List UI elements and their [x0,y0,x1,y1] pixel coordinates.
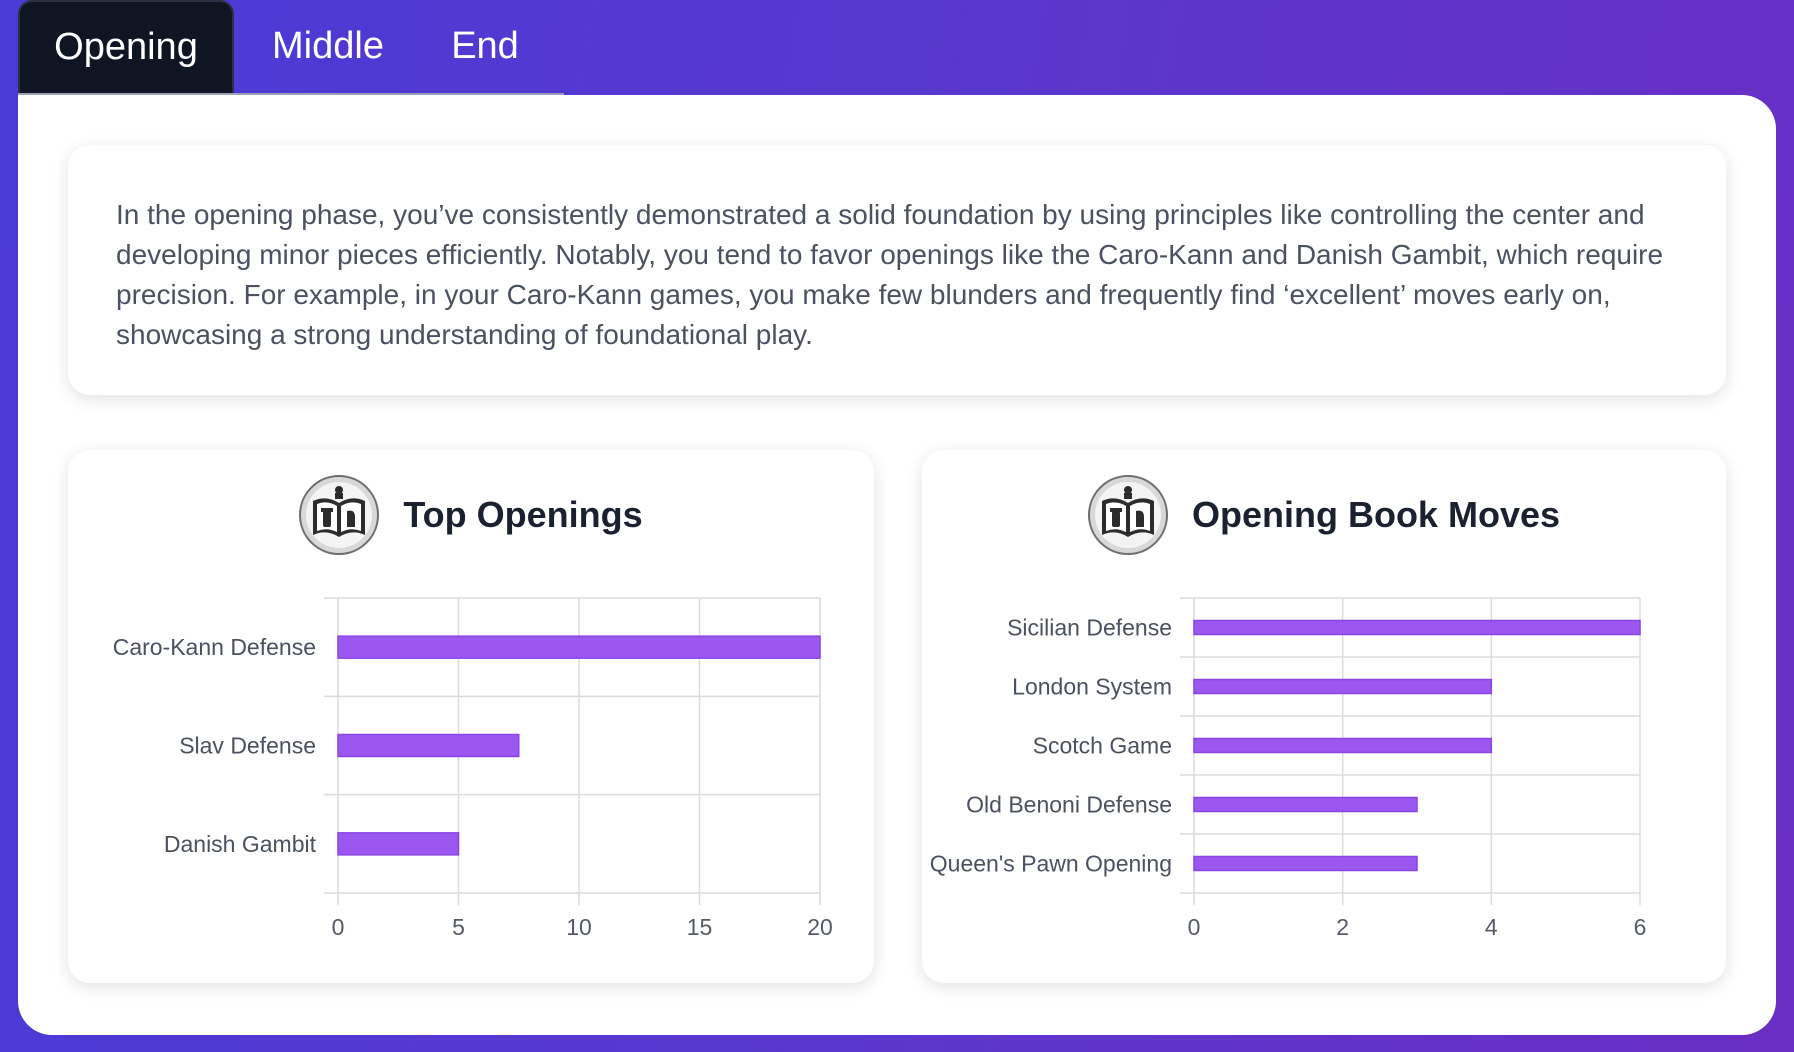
tab-end[interactable]: End [451,25,519,67]
category-label: Old Benoni Defense [966,792,1172,818]
x-tick-label: 4 [1485,914,1498,940]
category-label: Sicilian Defense [1007,615,1172,641]
card-header: Top Openings [68,474,874,556]
card-header: Opening Book Moves [922,474,1726,556]
opening-book-moves-card: Opening Book Moves 0 2 4 6 Sicilian Defense L… [922,450,1726,983]
top-openings-chart: 0 5 10 15 20 Caro-Kann Defense Slav Defense Dan… [113,597,833,940]
card-title: Top Openings [403,494,643,535]
bar [1193,737,1493,754]
bar [1193,796,1418,813]
category-label: Queen's Pawn Opening [930,851,1172,877]
chess-book-icon [1087,475,1168,555]
x-tick-label: 15 [687,914,713,940]
phase-tabs: Opening Middle End [18,0,564,95]
bar [1193,619,1641,636]
x-tick-label: 5 [452,914,465,940]
x-tick-label: 10 [566,914,592,940]
bar [1193,855,1418,872]
x-tick-label: 20 [807,914,833,940]
x-tick-label: 6 [1634,914,1647,940]
card-title: Opening Book Moves [1191,494,1561,535]
bar [337,635,821,659]
top-openings-card: Top Openings 0 5 10 15 20 Caro-Kann Defense Sl… [68,450,874,983]
category-label: Slav Defense [179,733,316,759]
category-label: Scotch Game [1033,733,1172,759]
x-tick-label: 0 [1188,914,1201,940]
bar [337,733,520,758]
summary-card: In the opening phase, you’ve consistentl… [68,145,1726,395]
summary-text: In the opening phase, you’ve consistentl… [116,199,1664,350]
category-label: London System [1012,674,1172,700]
x-tick-label: 2 [1336,914,1349,940]
category-label: Danish Gambit [164,831,317,857]
tab-panel: In the opening phase, you’ve consistentl… [18,95,1776,1035]
tab-opening[interactable]: Opening [18,0,234,93]
opening-book-moves-chart: 0 2 4 6 Sicilian Defense London System Scotch … [930,597,1647,940]
category-label: Caro-Kann Defense [113,634,316,660]
bar [337,832,460,856]
x-tick-label: 0 [332,914,345,940]
tab-middle[interactable]: Middle [272,25,384,67]
chess-book-icon [299,475,380,555]
bar [1193,678,1493,695]
